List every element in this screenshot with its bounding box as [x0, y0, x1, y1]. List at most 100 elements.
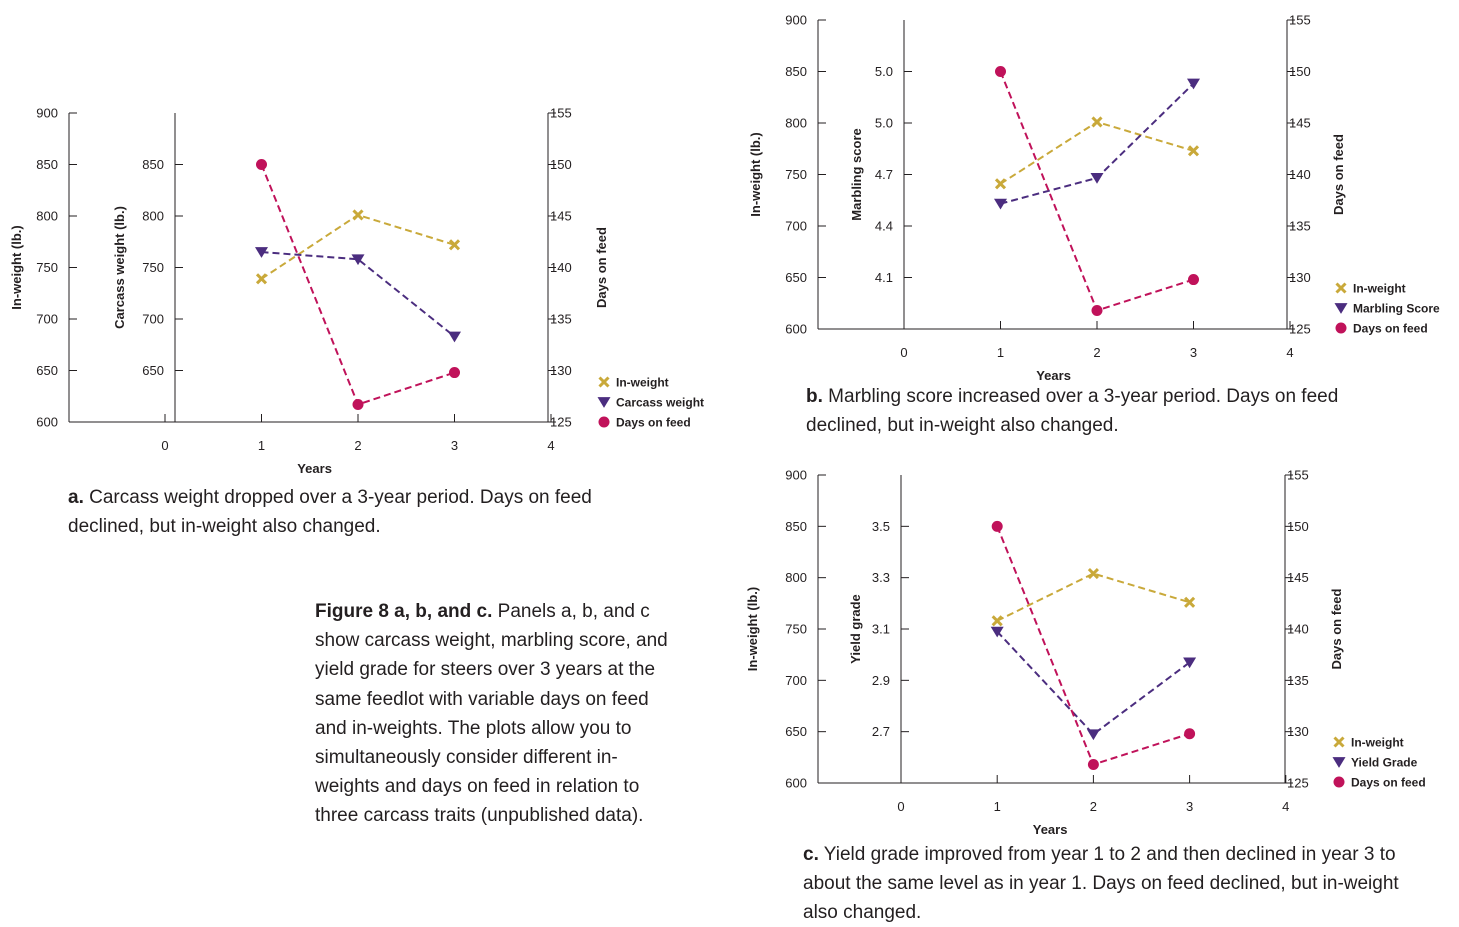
data-point-in_weight-stroke [1187, 145, 1200, 157]
days-tick-label: 140 [1287, 622, 1309, 637]
legend-circle-marker-icon [598, 416, 610, 428]
data-point-in_weight-stroke [991, 615, 1003, 627]
in-weight-tick-label: 700 [36, 312, 58, 327]
days-tick-label: 140 [550, 260, 572, 275]
days-axis-title: Days on feed [594, 227, 609, 308]
in-weight-tick-label: 600 [785, 322, 807, 337]
data-point-in_weight [448, 239, 461, 251]
data-point-in_weight-stroke [1091, 116, 1103, 128]
data-point-in_weight [1091, 116, 1103, 128]
x-tick-label: 2 [1093, 345, 1100, 360]
legend-x-marker-icon [1335, 282, 1347, 294]
caption-a: a. Carcass weight dropped over a 3-year … [68, 483, 628, 541]
days-axis-title: Days on feed [1329, 588, 1344, 669]
data-point-in_weight-stroke [352, 209, 364, 221]
trait-tick-label: 3.1 [872, 622, 890, 637]
figure-caption-text: Panels a, b, and c show carcass weight, … [315, 601, 668, 827]
in-weight-tick-label: 700 [785, 673, 807, 688]
data-point-in_weight-stroke [255, 273, 268, 285]
x-tick-label: 3 [1190, 345, 1197, 360]
trait-tick-label: 4.1 [875, 270, 893, 285]
in-weight-tick-label: 900 [785, 468, 807, 483]
series-line-in_weight [996, 572, 1190, 622]
data-point-in_weight-stroke [994, 178, 1007, 190]
x-tick-label: 4 [1286, 345, 1293, 360]
data-point-trait [990, 626, 1004, 638]
data-point-days_on_feed [991, 520, 1003, 532]
x-tick-label: 3 [1186, 799, 1193, 814]
trait-tick-label: 3.5 [872, 519, 890, 534]
x-tick-label: 1 [994, 799, 1001, 814]
legend-down-triangle-marker-icon [597, 397, 611, 408]
trait-tick-label: 700 [142, 312, 164, 327]
data-point-days_on_feed [1188, 274, 1199, 286]
trait-tick-label: 750 [142, 260, 164, 275]
trait-tick-label: 850 [142, 157, 164, 172]
chart-a: 600 650 700 750 800 850 900 650 700 750 800 850 125 1… [9, 106, 704, 477]
legend-label: In-weight [1351, 736, 1404, 750]
series-line-days_on_feed [260, 164, 455, 406]
data-point-in_weight [994, 178, 1007, 190]
data-point-in_weight [991, 615, 1003, 627]
trait-tick-label: 5.0 [875, 116, 893, 131]
x-tick-label: 2 [1090, 799, 1097, 814]
days-tick-label: 145 [550, 209, 572, 224]
in-weight-tick-label: 850 [785, 519, 807, 534]
days-tick-label: 125 [550, 415, 572, 430]
data-point-days_on_feed [1087, 759, 1099, 771]
data-point-trait [1183, 657, 1197, 669]
days-tick-label: 155 [550, 106, 572, 121]
in-weight-tick-label: 800 [785, 570, 807, 585]
days-tick-label: 150 [1289, 64, 1311, 79]
legend-x-marker-icon-stroke [598, 376, 610, 388]
legend-x-marker-icon [1333, 736, 1345, 748]
days-tick-label: 130 [550, 363, 572, 378]
data-point-trait [1090, 173, 1104, 184]
in-weight-axis-title: In-weight (lb.) [745, 587, 760, 671]
trait-tick-label: 650 [142, 363, 164, 378]
in-weight-tick-label: 750 [36, 260, 58, 275]
data-point-trait [351, 254, 365, 266]
days-tick-label: 130 [1287, 724, 1309, 739]
data-point-days_on_feed [256, 159, 267, 170]
data-point-in_weight [352, 209, 364, 221]
in-weight-tick-label: 750 [785, 167, 807, 182]
trait-tick-label: 4.4 [875, 219, 893, 234]
series-line-in_weight [260, 213, 455, 280]
data-point-in_weight [255, 273, 268, 285]
legend-label: Days on feed [1351, 776, 1426, 790]
legend-circle-marker-icon [1333, 776, 1345, 788]
x-tick-label: 3 [451, 438, 458, 453]
legend-label: Yield Grade [1351, 756, 1418, 770]
data-point-days_on_feed [995, 66, 1006, 77]
in-weight-tick-label: 600 [36, 415, 58, 430]
x-tick-label: 1 [258, 438, 265, 453]
in-weight-axis-title: In-weight (lb.) [9, 225, 24, 309]
in-weight-axis-title: In-weight (lb.) [748, 132, 763, 216]
in-weight-tick-label: 650 [785, 270, 807, 285]
data-point-trait [1187, 78, 1200, 90]
days-tick-label: 155 [1287, 468, 1309, 483]
in-weight-tick-label: 700 [785, 219, 807, 234]
data-point-in_weight-stroke [448, 239, 461, 251]
x-axis-title: Years [297, 461, 332, 476]
legend-label: Marbling Score [1353, 302, 1440, 316]
trait-tick-label: 3.3 [872, 570, 890, 585]
chart-b: 600 650 700 750 800 850 900 4.1 4.4 4.7 5.0 5.0 125 1… [748, 13, 1440, 384]
series-line-days_on_feed [996, 525, 1190, 766]
data-point-days_on_feed [1091, 304, 1103, 316]
days-tick-label: 145 [1287, 570, 1309, 585]
caption-a-text: Carcass weight dropped over a 3-year per… [68, 487, 592, 537]
legend-circle-marker-icon [1335, 322, 1347, 334]
days-tick-label: 140 [1289, 167, 1311, 182]
caption-b: b. Marbling score increased over a 3-yea… [806, 382, 1406, 440]
trait-tick-label: 2.9 [872, 673, 890, 688]
days-tick-label: 155 [1289, 13, 1311, 28]
days-tick-label: 135 [1287, 673, 1309, 688]
days-tick-label: 135 [550, 312, 572, 327]
x-axis-title: Years [1036, 368, 1071, 383]
caption-b-text: Marbling score increased over a 3-year p… [806, 386, 1339, 436]
data-point-trait [448, 331, 461, 343]
legend-label: Days on feed [616, 416, 691, 430]
data-point-in_weight [1187, 145, 1200, 157]
